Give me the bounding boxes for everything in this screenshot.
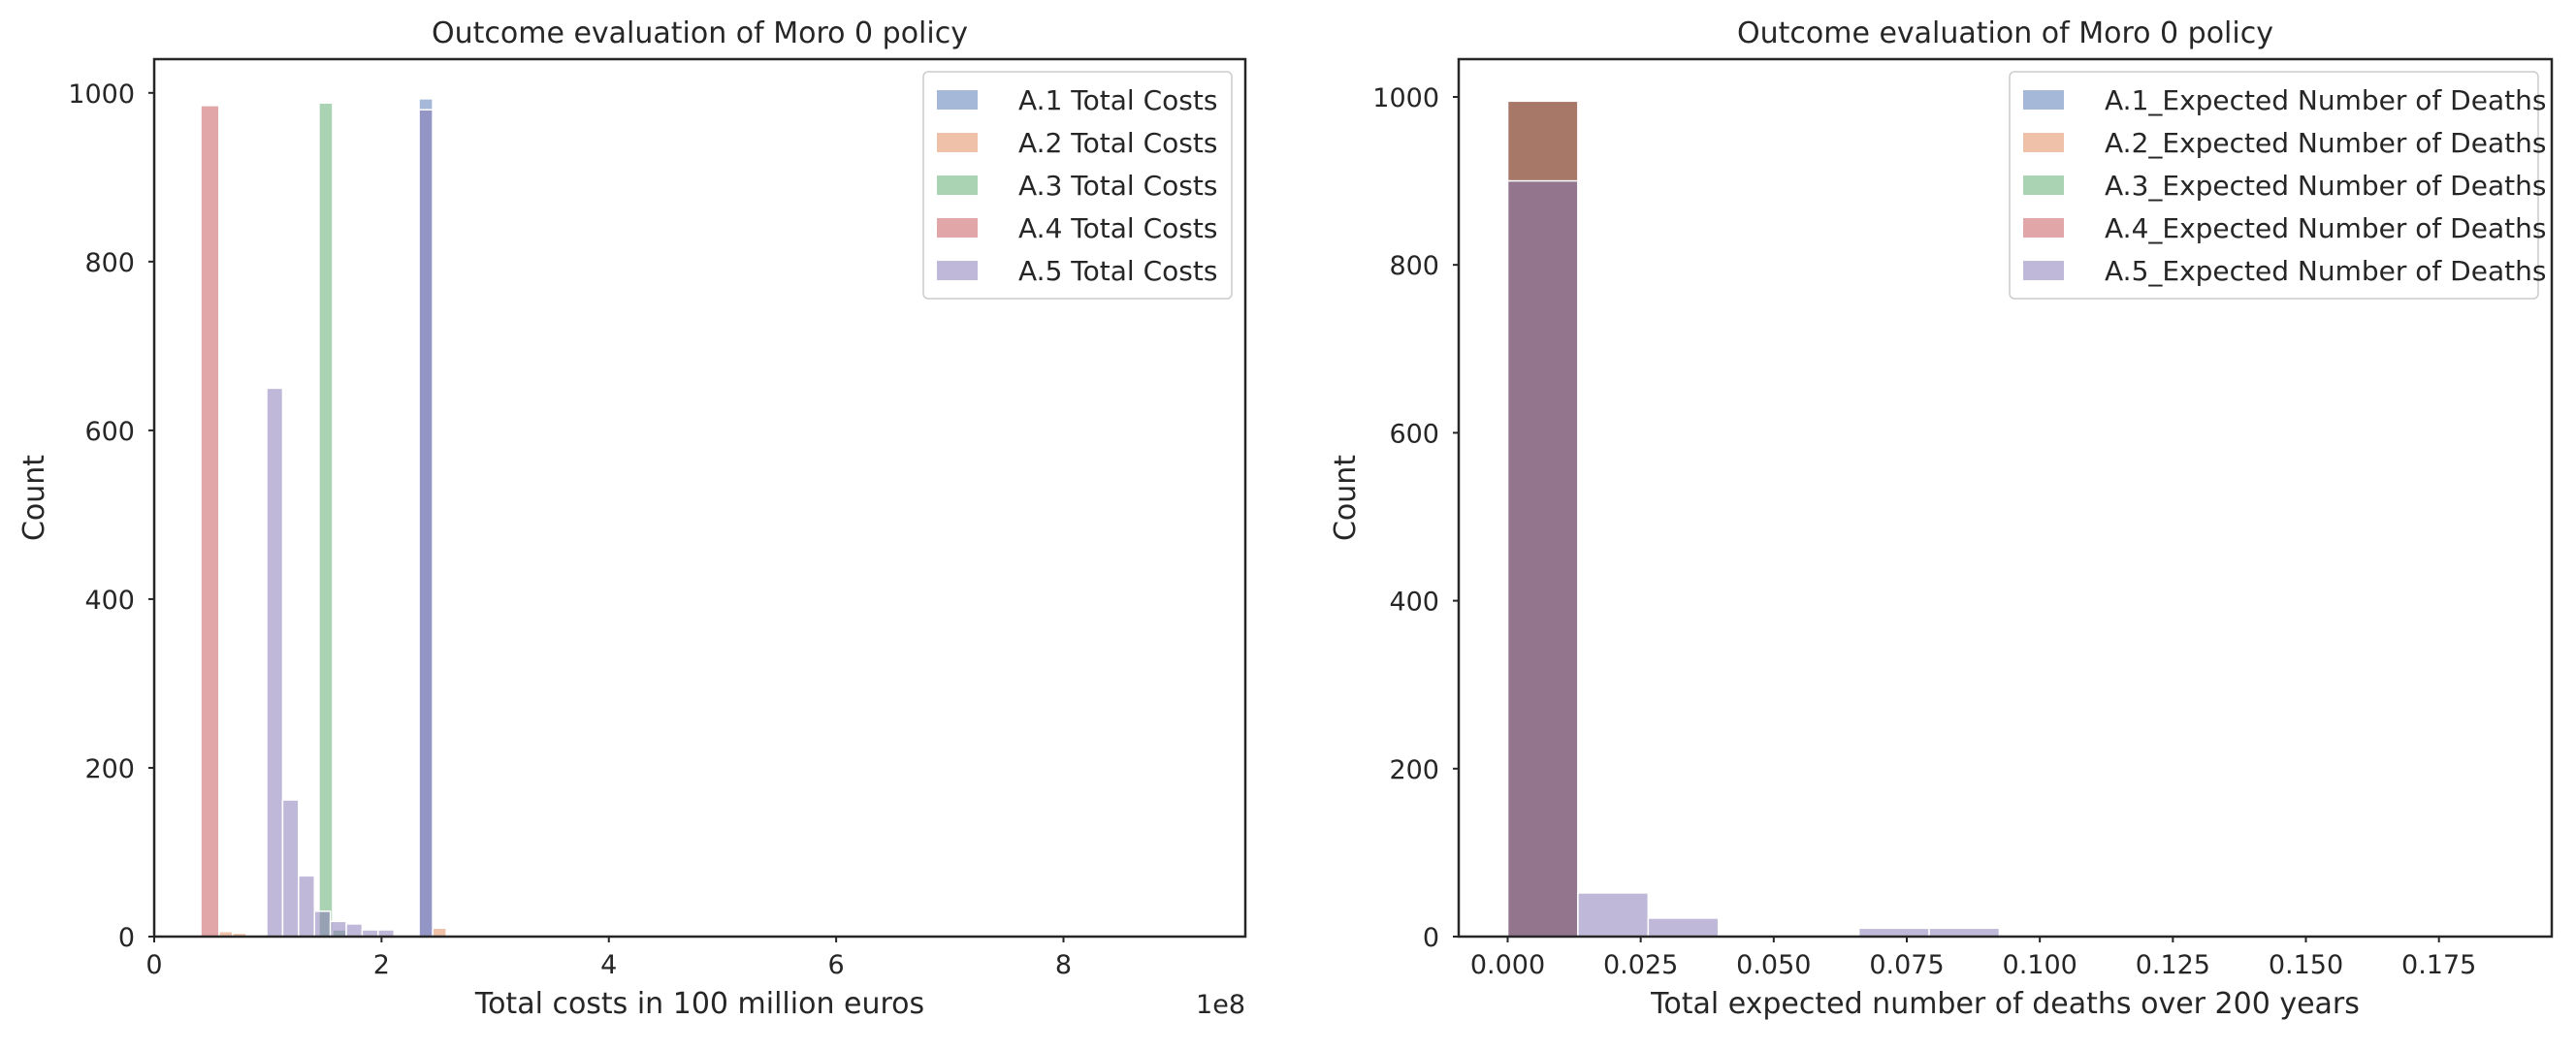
bar-series-4 bbox=[200, 105, 220, 938]
legend-swatch bbox=[937, 175, 978, 195]
legend-label: A.1 Total Costs bbox=[1018, 84, 1217, 116]
bar-series-3 bbox=[318, 102, 334, 938]
legend: A.1 Total Costs A.2 Total Costs A.3 Total … bbox=[922, 71, 1233, 300]
x-axis-label: Total expected number of deaths over 200… bbox=[1650, 987, 2360, 1021]
y-tick-label: 800 bbox=[84, 248, 135, 278]
legend-swatch bbox=[937, 90, 978, 110]
legend-swatch bbox=[937, 133, 978, 152]
bar-series-5 bbox=[418, 109, 434, 938]
bar-series-5 bbox=[1928, 927, 2001, 938]
bar-series-5 bbox=[1647, 917, 1720, 938]
bar-series-5 bbox=[266, 387, 284, 938]
legend-label: A.5 Total Costs bbox=[1018, 255, 1217, 287]
legend-label: A.5_Expected Number of Deaths bbox=[2105, 255, 2546, 287]
y-tick-label: 600 bbox=[84, 417, 135, 447]
legend-box bbox=[922, 71, 1233, 300]
x-tick-label: 0.150 bbox=[2269, 950, 2343, 980]
chart-panel-1: 0 2 4 6 8 0 200 400 600 800 1000 Outcome evaluation… bbox=[17, 16, 1247, 1021]
legend-label: A.4 Total Costs bbox=[1018, 212, 1217, 244]
legend-swatch bbox=[937, 261, 978, 280]
axes-frame bbox=[1457, 57, 2554, 939]
bar-series-5 bbox=[329, 920, 347, 938]
bar-series-5 bbox=[345, 923, 364, 938]
x-tick-label: 6 bbox=[828, 950, 845, 980]
legend-label: A.2 Total Costs bbox=[1018, 127, 1217, 159]
x-tick-label: 0.050 bbox=[1736, 950, 1811, 980]
legend-swatch bbox=[937, 218, 978, 238]
y-tick-label: 0 bbox=[1423, 923, 1439, 953]
x-tick-label: 4 bbox=[600, 950, 617, 980]
bar-series-5 bbox=[313, 910, 332, 938]
legend-label: A.1_Expected Number of Deaths bbox=[2105, 84, 2546, 116]
legend-label: A.3_Expected Number of Deaths bbox=[2105, 170, 2546, 202]
bar-series-5 bbox=[1577, 892, 1650, 938]
x-tick-label: 0.000 bbox=[1470, 950, 1545, 980]
x-offset-label: 1e8 bbox=[1196, 990, 1245, 1020]
x-tick-label: 0.075 bbox=[1869, 950, 1944, 980]
chart-panel-2: 0.000 0.025 0.050 0.075 0.100 0.125 0.150 0.175… bbox=[1329, 16, 2554, 1021]
x-tick-label: 0.100 bbox=[2003, 950, 2077, 980]
legend-label: A.3 Total Costs bbox=[1018, 170, 1217, 202]
legend-swatch bbox=[2023, 175, 2064, 195]
legend-box bbox=[2009, 71, 2539, 300]
x-tick-label: 0.175 bbox=[2401, 950, 2476, 980]
y-tick-label: 400 bbox=[84, 586, 135, 616]
bar-series-5 bbox=[1857, 927, 1930, 938]
legend-swatch bbox=[2023, 133, 2064, 152]
bar-series-5 bbox=[1506, 179, 1579, 938]
x-axis-label: Total costs in 100 million euros bbox=[474, 987, 924, 1021]
x-tick-label: 2 bbox=[373, 950, 390, 980]
y-tick-label: 400 bbox=[1389, 588, 1439, 618]
y-tick-label: 800 bbox=[1389, 251, 1439, 281]
chart-title: Outcome evaluation of Moro 0 policy bbox=[432, 16, 968, 50]
y-tick-label: 0 bbox=[118, 923, 135, 953]
y-tick-label: 200 bbox=[1389, 755, 1439, 785]
y-tick-label: 600 bbox=[1389, 419, 1439, 449]
y-tick-label: 1000 bbox=[68, 80, 135, 110]
bar-series-5 bbox=[281, 799, 300, 938]
legend-swatch bbox=[2023, 218, 2064, 238]
y-axis-label: Count bbox=[17, 455, 51, 541]
legend-swatch bbox=[2023, 90, 2064, 110]
legend-label: A.4_Expected Number of Deaths bbox=[2105, 212, 2546, 244]
bar-series-5 bbox=[298, 875, 315, 938]
y-axis-label: Count bbox=[1329, 455, 1363, 541]
legend-label: A.2_Expected Number of Deaths bbox=[2105, 127, 2546, 159]
x-tick-label: 0.025 bbox=[1603, 950, 1678, 980]
x-tick-label: 8 bbox=[1055, 950, 1072, 980]
bar-series-2 bbox=[432, 927, 447, 938]
axes-frame bbox=[152, 57, 1247, 939]
x-tick-label: 0.125 bbox=[2136, 950, 2210, 980]
y-tick-label: 1000 bbox=[1372, 83, 1439, 113]
bars bbox=[1506, 100, 2001, 938]
x-tick-label: 0 bbox=[145, 950, 162, 980]
y-tick-label: 200 bbox=[84, 754, 135, 784]
chart-title: Outcome evaluation of Moro 0 policy bbox=[1737, 16, 2273, 50]
legend-swatch bbox=[2023, 261, 2064, 280]
legend: A.1_Expected Number of Deaths A.2_Expecte… bbox=[2009, 71, 2546, 300]
